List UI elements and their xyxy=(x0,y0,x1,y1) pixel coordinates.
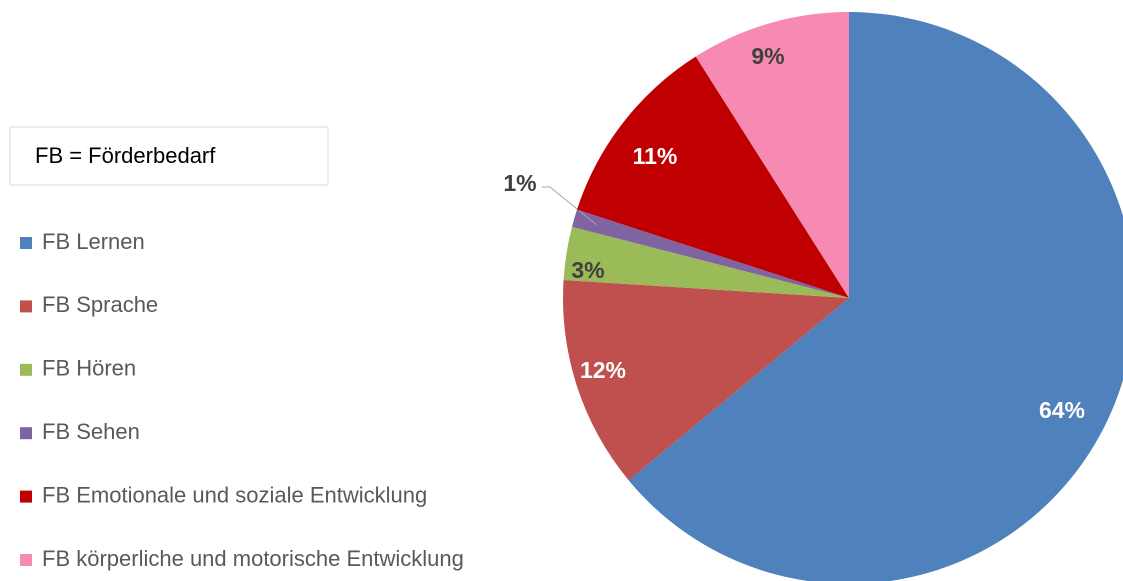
data-label: 11% xyxy=(633,143,678,169)
leader-line xyxy=(542,186,597,225)
legend-swatch xyxy=(20,427,32,440)
legend-swatch xyxy=(20,554,32,566)
data-label: 64% xyxy=(1039,397,1085,423)
data-label: 12% xyxy=(580,357,626,383)
annotation-box xyxy=(9,126,329,186)
pie-slice xyxy=(576,56,849,298)
legend-swatch xyxy=(20,363,32,376)
pie-slice xyxy=(571,209,849,298)
legend-label: FB Sprache xyxy=(42,292,158,317)
legend-label: FB Hören xyxy=(42,356,136,381)
pie-slice xyxy=(563,280,849,481)
legend-label: FB Lernen xyxy=(42,229,145,254)
pie-slice xyxy=(695,12,849,298)
legend-label: FB Sehen xyxy=(42,419,140,444)
data-label: 3% xyxy=(571,257,604,283)
legend-swatch xyxy=(20,490,32,503)
pie-slice xyxy=(628,12,1123,581)
legend-swatch xyxy=(20,237,32,249)
annotation: FB = Förderbedarf xyxy=(35,143,216,168)
pie-slice xyxy=(563,226,849,298)
legend-label: FB körperliche und motorische Entwicklun… xyxy=(42,546,464,571)
data-label: 1% xyxy=(503,170,536,196)
legend-swatch xyxy=(20,300,32,313)
legend-label: FB Emotionale und soziale Entwicklung xyxy=(42,482,427,507)
data-label: 9% xyxy=(751,43,784,69)
